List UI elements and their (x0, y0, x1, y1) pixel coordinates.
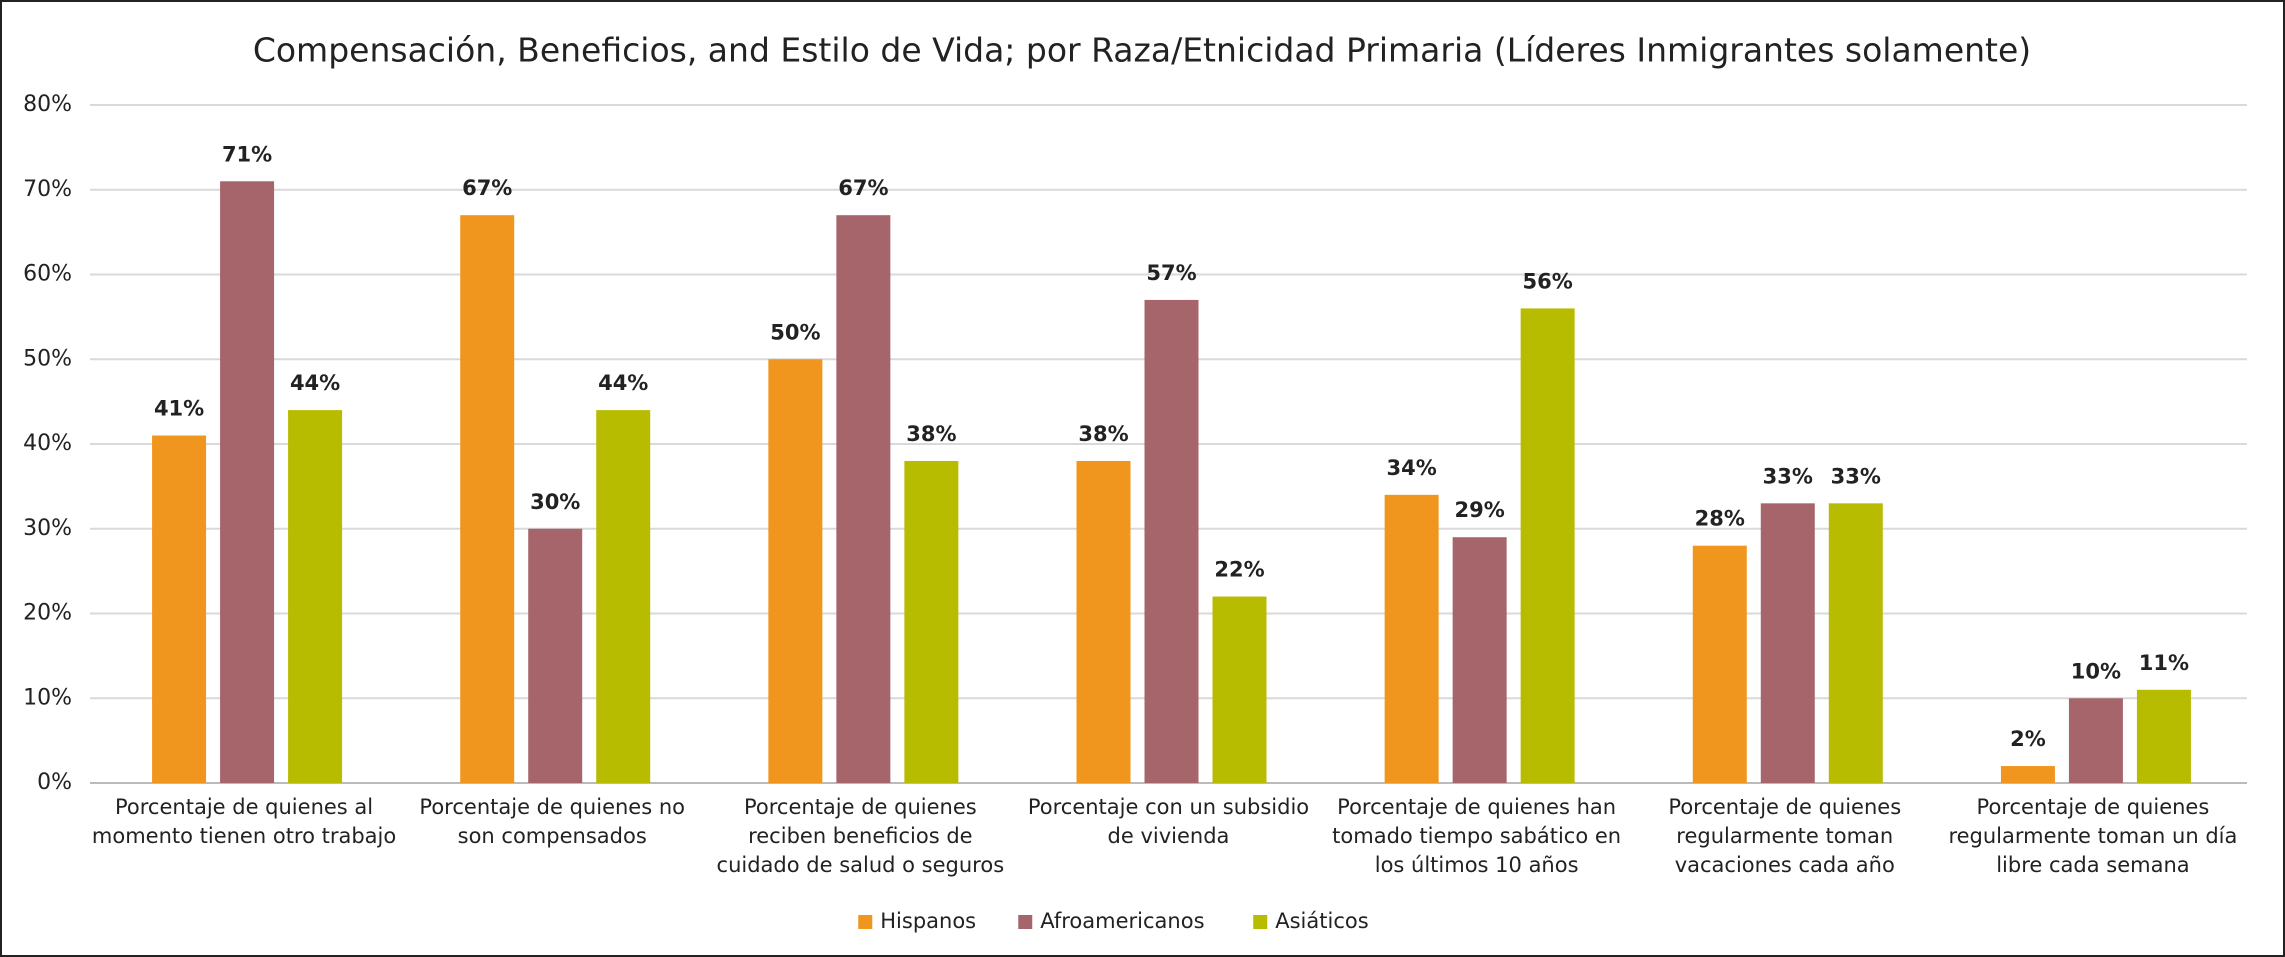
x-tick-label: Porcentaje de quienes regularmente toman… (1668, 795, 1902, 877)
y-tick-label: 70% (23, 177, 72, 202)
legend-swatch (858, 915, 873, 929)
data-label: 56% (1523, 269, 1573, 293)
data-label: 50% (770, 320, 820, 344)
data-label: 33% (1831, 464, 1881, 488)
x-tick-label-box: Porcentaje de quienes regularmente toman… (1948, 795, 2238, 877)
bar (768, 359, 823, 783)
y-tick-label: 80% (23, 92, 72, 117)
legend-label: Afroamericanos (1040, 909, 1204, 933)
data-label: 30% (530, 490, 580, 514)
legend-swatch (1253, 915, 1268, 929)
data-label: 29% (1455, 498, 1505, 522)
y-tick-label: 60% (23, 262, 72, 287)
x-tick-label: Porcentaje de quienes reciben beneficios… (716, 795, 1005, 877)
bar (220, 181, 275, 783)
bar (1692, 545, 1747, 783)
x-tick-label-box: Porcentaje de quienes regularmente toman… (1668, 795, 1902, 877)
bar (1076, 460, 1131, 783)
bar (2000, 766, 2055, 783)
bar (528, 528, 583, 783)
bar (288, 410, 343, 783)
x-tick-label-box: Porcentaje de quienes no son compensados (419, 795, 685, 848)
data-label: 38% (906, 422, 956, 446)
x-tick-label: Porcentaje de quienes no son compensados (419, 795, 685, 848)
x-tick-label-box: Porcentaje de quienes reciben beneficios… (716, 795, 1005, 877)
data-label: 71% (222, 142, 272, 166)
bar (904, 460, 959, 783)
data-label: 67% (462, 176, 512, 200)
x-tick-label-box: Porcentaje de quienes al momento tienen … (91, 795, 397, 848)
y-tick-label: 50% (23, 346, 72, 371)
data-label: 44% (598, 371, 648, 395)
bar (1452, 537, 1507, 783)
data-label: 34% (1387, 456, 1437, 480)
legend-label: Hispanos (880, 909, 976, 933)
chart-title: Compensación, Beneficios, and Estilo de … (253, 31, 2031, 70)
bar (1144, 299, 1199, 783)
data-label: 33% (1763, 464, 1813, 488)
data-label: 67% (838, 176, 888, 200)
bar (1760, 503, 1815, 783)
x-tick-label: Porcentaje de quienes al momento tienen … (91, 795, 397, 848)
bar (152, 435, 207, 783)
bar (596, 410, 651, 783)
data-label: 57% (1146, 261, 1196, 285)
bar (2068, 698, 2123, 783)
data-label: 28% (1695, 507, 1745, 531)
bar (836, 215, 891, 784)
data-label: 41% (154, 397, 204, 421)
data-label: 44% (290, 371, 340, 395)
y-tick-label: 20% (23, 601, 72, 626)
bar (1384, 494, 1439, 783)
x-tick-label-box: Porcentaje de quienes han tomado tiempo … (1332, 795, 1622, 877)
bar (1828, 503, 1883, 783)
bar (1212, 596, 1267, 783)
data-label: 11% (2139, 651, 2189, 675)
x-tick-label: Porcentaje de quienes han tomado tiempo … (1332, 795, 1622, 877)
legend-label: Asiáticos (1275, 909, 1368, 933)
data-label: 10% (2071, 659, 2121, 683)
y-tick-label: 40% (23, 431, 72, 456)
bar (460, 215, 515, 784)
data-label: 22% (1214, 558, 1264, 582)
data-label: 38% (1078, 422, 1128, 446)
bar (2136, 689, 2191, 783)
legend-swatch (1018, 915, 1033, 929)
x-tick-label: Porcentaje de quienes regularmente toman… (1948, 795, 2238, 877)
bar (1520, 308, 1575, 783)
y-tick-label: 30% (23, 516, 72, 541)
y-tick-label: 10% (23, 685, 72, 710)
data-label: 2% (2010, 727, 2046, 751)
x-tick-label-box: Porcentaje con un subsidio de vivienda (1027, 795, 1310, 848)
x-tick-label: Porcentaje con un subsidio de vivienda (1027, 795, 1310, 848)
y-tick-label: 0% (37, 770, 72, 795)
